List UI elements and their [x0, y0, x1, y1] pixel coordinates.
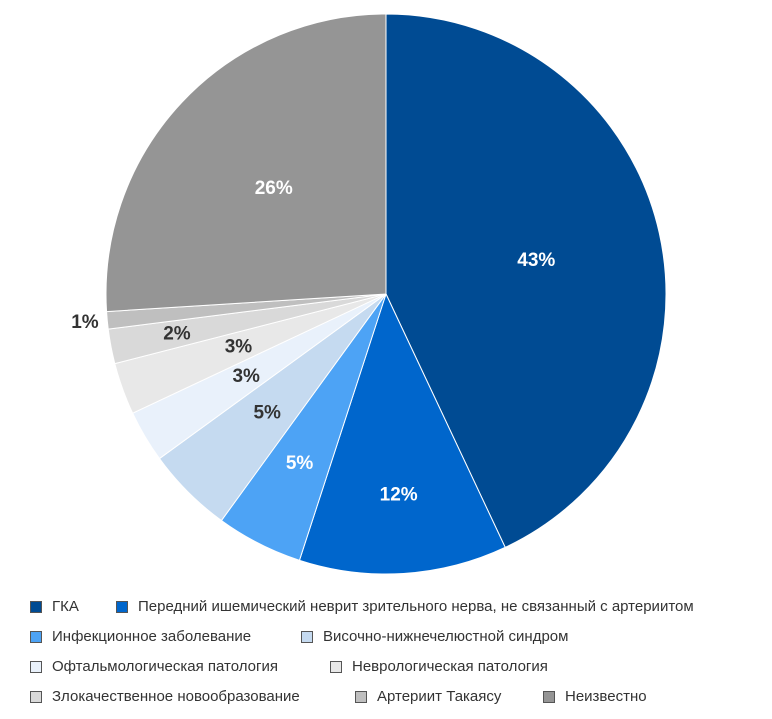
legend-swatch	[30, 690, 42, 703]
legend-swatch	[30, 660, 42, 673]
pie-slice	[385, 13, 667, 549]
slice-value-label: 5%	[286, 453, 314, 474]
legend-label: ГКА	[52, 598, 79, 615]
legend-item: Инфекционное заболевание	[30, 628, 251, 645]
pie-slice	[105, 13, 387, 313]
pie-slice	[298, 292, 506, 575]
legend-swatch	[30, 630, 42, 643]
legend-swatch	[330, 660, 342, 673]
slice-value-label: 43%	[517, 250, 555, 271]
slice-value-label: 3%	[232, 366, 260, 387]
legend-label: Артериит Такаясу	[377, 688, 502, 705]
slice-value-label: 5%	[253, 402, 281, 423]
legend-swatch	[30, 600, 42, 613]
legend-swatch	[543, 690, 555, 703]
slice-value-label: 26%	[255, 178, 293, 199]
slice-value-label: 1%	[71, 312, 99, 333]
legend-label: Височно-нижнечелюстной синдром	[323, 628, 569, 645]
legend-label: Офтальмологическая патология	[52, 658, 278, 675]
legend-item: Неврологическая патология	[330, 658, 548, 675]
slice-value-label: 2%	[163, 323, 191, 344]
legend-label: Неизвестно	[565, 688, 647, 705]
legend-item: Злокачественное новообразование	[30, 688, 300, 705]
pie-chart: 43% 12% 5% 5% 3% 3% 2% 1% 26%	[71, 13, 667, 575]
slice-value-label: 12%	[380, 485, 418, 506]
legend-item: Неизвестно	[543, 688, 647, 705]
legend-label: Неврологическая патология	[352, 658, 548, 675]
legend-item: Офтальмологическая патология	[30, 658, 278, 675]
legend-item: Передний ишемический неврит зрительного …	[116, 598, 694, 615]
legend-label: Инфекционное заболевание	[52, 628, 252, 645]
legend-item: ГКА	[30, 598, 79, 615]
legend-swatch	[301, 630, 313, 643]
legend-swatch	[355, 690, 367, 703]
legend-item: Артериит Такаясу	[355, 688, 501, 705]
legend-swatch	[116, 600, 128, 613]
legend-item: Височно-нижнечелюстной синдром	[301, 628, 568, 645]
legend-label: Злокачественное новообразование	[52, 688, 300, 705]
slice-value-label: 3%	[225, 337, 253, 358]
legend-label: Передний ишемический неврит зрительного …	[138, 598, 694, 615]
